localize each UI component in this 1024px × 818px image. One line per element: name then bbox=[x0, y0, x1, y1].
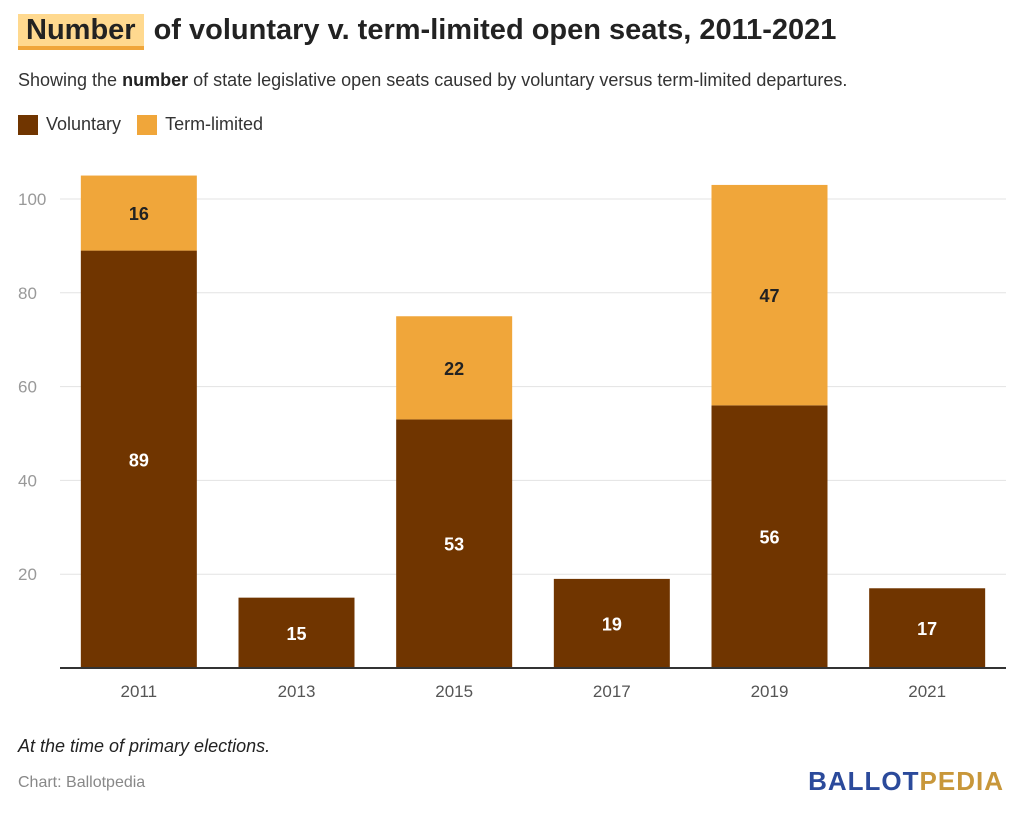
legend: Voluntary Term-limited bbox=[18, 114, 279, 135]
bar-chart: 20 40 60 80 100 89 16 2011 15 2013 53 22 2015 19 2017 5… bbox=[18, 175, 1006, 701]
y-tick-label: 40 bbox=[18, 471, 37, 490]
x-tick-label: 2021 bbox=[908, 682, 946, 701]
data-label-voluntary-2013: 15 bbox=[286, 624, 306, 644]
data-label-voluntary-2017: 19 bbox=[602, 614, 622, 634]
data-label-voluntary-2021: 17 bbox=[917, 619, 937, 639]
y-tick-label: 60 bbox=[18, 378, 37, 397]
bar-term-limited-2019 bbox=[711, 184, 828, 406]
subtitle-after: of state legislative open seats caused b… bbox=[188, 70, 848, 90]
legend-swatch-voluntary bbox=[18, 114, 38, 135]
x-tick-label: 2011 bbox=[121, 682, 158, 701]
legend-label-voluntary: Voluntary bbox=[46, 114, 122, 134]
bar-voluntary-2019 bbox=[711, 405, 828, 668]
bar-voluntary-2021 bbox=[869, 588, 986, 668]
bar-voluntary-2015 bbox=[396, 419, 513, 668]
y-tick-label: 20 bbox=[18, 565, 37, 584]
data-label-voluntary-2011: 89 bbox=[129, 450, 149, 470]
chart-title: Number of voluntary v. term-limited open … bbox=[18, 14, 837, 50]
chart-subtitle: Showing the number of state legislative … bbox=[18, 70, 847, 91]
data-label-voluntary-2015: 53 bbox=[444, 535, 464, 555]
chart-source: Chart: Ballotpedia bbox=[18, 774, 146, 791]
subtitle-bold: number bbox=[122, 70, 189, 90]
ballotpedia-logo: BALLOTPEDIA bbox=[808, 766, 1004, 797]
logo-part-ballot: BALLOT bbox=[808, 766, 920, 796]
bar-voluntary-2017 bbox=[553, 578, 670, 668]
x-tick-label: 2017 bbox=[593, 682, 631, 701]
bar-term-limited-2011 bbox=[80, 175, 197, 251]
subtitle-before: Showing the bbox=[18, 70, 123, 90]
legend-item-voluntary: Voluntary bbox=[18, 114, 121, 135]
data-label-term-limited-2015: 22 bbox=[444, 359, 464, 379]
data-label-term-limited-2019: 47 bbox=[759, 286, 779, 306]
chart-note: At the time of primary elections. bbox=[18, 736, 271, 756]
x-tick-label: 2015 bbox=[435, 682, 473, 701]
bar-term-limited-2015 bbox=[396, 316, 513, 420]
legend-item-term-limited: Term-limited bbox=[137, 114, 263, 135]
title-highlight: Number bbox=[18, 14, 144, 50]
bar-voluntary-2011 bbox=[80, 250, 197, 668]
x-tick-label: 2013 bbox=[278, 682, 316, 701]
legend-swatch-term-limited bbox=[137, 114, 158, 135]
y-tick-label: 80 bbox=[18, 284, 37, 303]
bar-voluntary-2013 bbox=[238, 597, 355, 668]
legend-label-term-limited: Term-limited bbox=[165, 114, 264, 134]
data-label-voluntary-2019: 56 bbox=[759, 528, 779, 548]
y-tick-label: 100 bbox=[18, 190, 46, 209]
logo-part-pedia: PEDIA bbox=[919, 766, 1004, 796]
data-label-term-limited-2011: 16 bbox=[129, 204, 149, 224]
title-rest: of voluntary v. term-limited open seats,… bbox=[153, 14, 837, 46]
x-tick-label: 2019 bbox=[751, 682, 789, 701]
